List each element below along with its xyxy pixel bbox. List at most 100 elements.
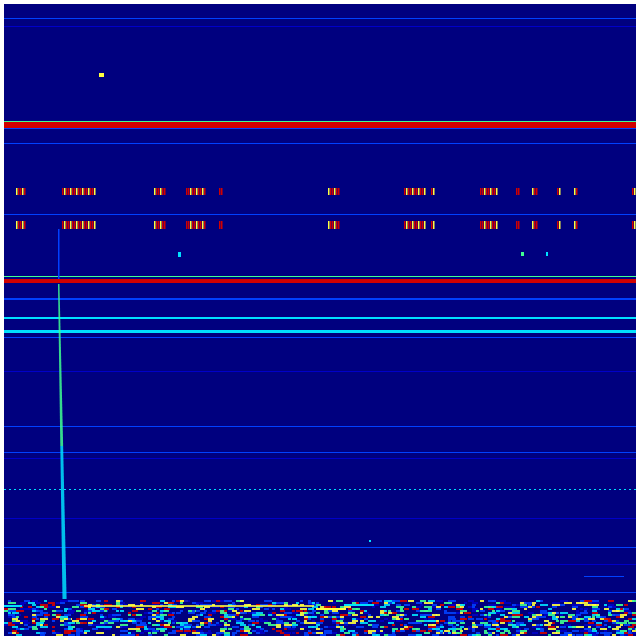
heatmap-noise — [164, 626, 172, 628]
heatmap-dot — [144, 489, 146, 490]
heatmap-noise — [316, 632, 323, 634]
heatmap-dash — [412, 221, 414, 229]
heatmap-noise — [432, 628, 436, 630]
heatmap-noise — [60, 602, 65, 604]
heatmap-noise — [68, 626, 75, 628]
heatmap-dot — [184, 489, 186, 490]
heatmap-noise — [372, 602, 379, 604]
heatmap-noise — [332, 612, 339, 614]
heatmap-noise — [592, 606, 598, 608]
heatmap-noise — [16, 616, 19, 618]
heatmap-dash — [433, 221, 435, 229]
heatmap-dot — [289, 489, 291, 490]
heatmap-dash — [162, 221, 164, 229]
heatmap-dot — [624, 489, 626, 490]
heatmap-dot — [259, 489, 261, 490]
heatmap-noise — [288, 618, 291, 620]
heatmap-noise — [428, 620, 435, 622]
heatmap-dash — [64, 221, 66, 229]
heatmap-band — [84, 605, 314, 607]
heatmap-dash — [414, 221, 416, 229]
heatmap-noise — [336, 622, 343, 624]
heatmap-trace — [61, 533, 66, 536]
heatmap-trace — [59, 404, 63, 407]
heatmap-dash — [204, 221, 206, 229]
heatmap-noise — [320, 614, 324, 616]
heatmap-noise — [32, 626, 37, 628]
heatmap-noise — [424, 614, 428, 616]
heatmap-dot — [264, 489, 266, 490]
heatmap-noise — [80, 606, 87, 608]
heatmap-noise — [620, 622, 627, 624]
heatmap-dash — [418, 221, 420, 229]
heatmap-trace — [59, 392, 62, 395]
heatmap-noise — [144, 626, 147, 628]
heatmap-noise — [12, 620, 16, 622]
heatmap-noise — [552, 604, 560, 606]
heatmap-noise — [284, 622, 289, 624]
heatmap-noise — [196, 610, 200, 612]
heatmap-dash — [576, 188, 578, 195]
heatmap-dot — [154, 489, 156, 490]
heatmap-noise — [416, 602, 422, 604]
heatmap-noise — [484, 632, 491, 634]
heatmap-noise — [480, 610, 485, 612]
heatmap-noise — [168, 618, 174, 620]
heatmap-noise — [312, 626, 318, 628]
heatmap-trace — [58, 229, 60, 279]
heatmap-noise — [280, 602, 285, 604]
heatmap-noise — [592, 600, 599, 602]
heatmap-trace — [58, 293, 60, 296]
heatmap-noise — [380, 606, 386, 608]
heatmap-noise — [508, 622, 513, 624]
heatmap-dash — [92, 221, 94, 229]
heatmap-noise — [4, 622, 11, 624]
heatmap-noise — [424, 606, 432, 608]
heatmap-noise — [340, 606, 344, 608]
heatmap-noise — [28, 602, 35, 604]
heatmap-noise — [312, 632, 319, 634]
heatmap-band — [4, 330, 636, 333]
heatmap-noise — [528, 604, 531, 606]
heatmap-noise — [400, 610, 404, 612]
heatmap-noise — [420, 616, 426, 618]
heatmap-noise — [240, 618, 246, 620]
heatmap-noise — [136, 620, 142, 622]
heatmap-noise — [60, 600, 68, 602]
heatmap-noise — [100, 618, 105, 620]
heatmap-dot — [34, 489, 36, 490]
heatmap-noise — [252, 624, 255, 626]
heatmap-dot — [104, 489, 106, 490]
heatmap-noise — [276, 602, 283, 604]
heatmap-dot — [334, 489, 336, 490]
heatmap-dash — [24, 221, 26, 229]
heatmap-noise — [52, 630, 55, 632]
heatmap-noise — [308, 632, 313, 634]
heatmap-noise — [156, 624, 160, 626]
heatmap-noise — [340, 628, 346, 630]
heatmap-noise — [260, 614, 265, 616]
heatmap-noise — [496, 628, 500, 630]
heatmap-trace — [60, 449, 64, 452]
heatmap-band — [4, 458, 636, 459]
heatmap-noise — [256, 626, 261, 628]
heatmap-dash — [406, 221, 408, 229]
heatmap-noise — [388, 622, 394, 624]
heatmap-trace — [58, 287, 60, 290]
heatmap-noise — [332, 602, 336, 604]
heatmap-noise — [368, 624, 372, 626]
heatmap-noise — [180, 628, 183, 630]
heatmap-noise — [420, 600, 426, 602]
heatmap-noise — [592, 612, 598, 614]
heatmap-noise — [304, 620, 307, 622]
heatmap-noise — [20, 602, 26, 604]
heatmap-noise — [416, 628, 420, 630]
heatmap-noise — [608, 620, 612, 622]
heatmap-noise — [576, 614, 581, 616]
heatmap-trace — [61, 530, 66, 533]
heatmap-noise — [372, 604, 379, 606]
heatmap-noise — [528, 606, 532, 608]
heatmap-noise — [496, 606, 503, 608]
heatmap-dash — [328, 188, 330, 195]
heatmap-noise — [100, 624, 105, 626]
